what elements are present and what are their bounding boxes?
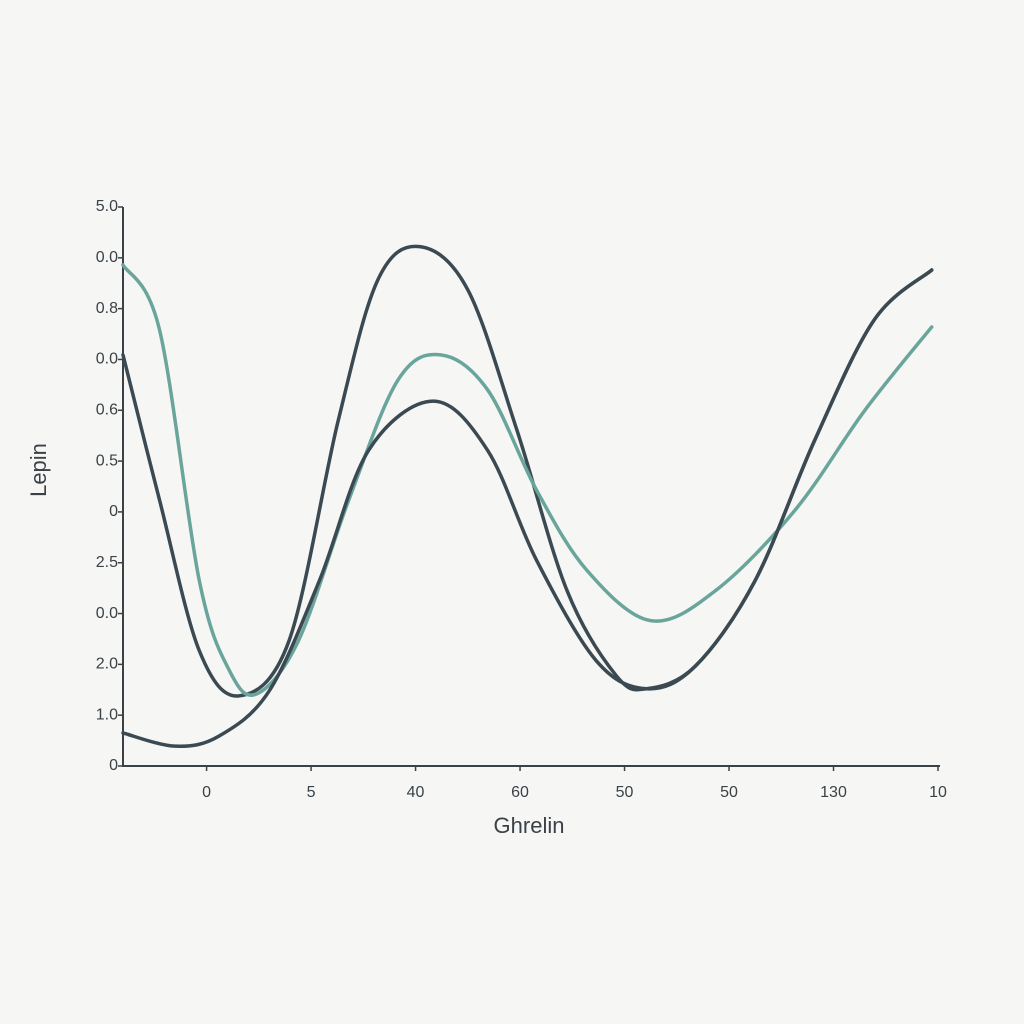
y-tick-label: 0: [109, 503, 118, 520]
y-tick-label: 0.0: [96, 249, 118, 266]
y-tick-label: 0.0: [96, 605, 118, 622]
series-line: [121, 268, 934, 749]
y-tick-label: 2.0: [96, 656, 118, 673]
y-axis-title: Lepin: [26, 443, 51, 497]
y-tick-label: 0: [109, 757, 118, 774]
y-tick-label: 0.5: [96, 452, 118, 469]
x-axis-title: Ghrelin: [494, 813, 565, 838]
y-tick-label: 1.0: [96, 706, 118, 723]
x-tick-label: 50: [616, 784, 634, 801]
x-tick-label: 40: [407, 784, 425, 801]
y-tick-label: 0.6: [96, 401, 118, 418]
x-tick-label: 50: [720, 784, 738, 801]
y-tick-label: 0.8: [96, 300, 118, 317]
x-tick-label: 0: [202, 784, 211, 801]
x-tick-label: 5: [307, 784, 316, 801]
x-tick-label: 60: [511, 784, 529, 801]
y-tick-label: 5.0: [96, 198, 118, 215]
series-line: [121, 263, 934, 697]
x-tick-label: 130: [820, 784, 847, 801]
y-tick-label: 0.0: [96, 351, 118, 368]
x-tick-label: 10: [929, 784, 947, 801]
y-tick-label: 2.5: [96, 554, 118, 571]
